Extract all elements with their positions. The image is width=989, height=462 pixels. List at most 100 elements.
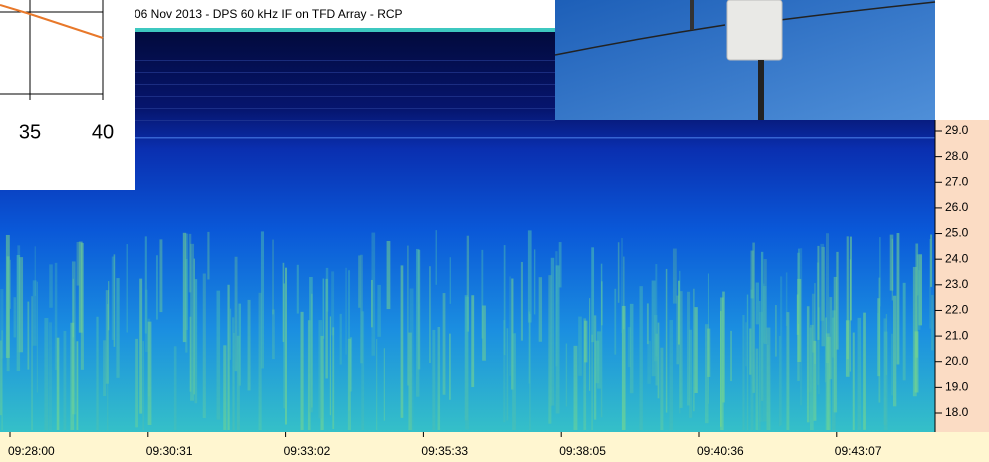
streak (654, 315, 657, 361)
streak (358, 255, 360, 307)
y-tick-label: 20.0 (945, 354, 969, 368)
streak (903, 283, 906, 381)
streak (438, 327, 441, 430)
streak (482, 305, 486, 360)
streak (112, 257, 115, 340)
streak (756, 283, 759, 325)
streak (156, 255, 158, 319)
streak (529, 314, 531, 430)
streak (890, 235, 894, 291)
streak (377, 285, 381, 337)
streak (127, 244, 128, 332)
streak (37, 282, 38, 393)
streak (578, 317, 582, 376)
streak (786, 312, 789, 430)
streak (471, 295, 474, 387)
streak (680, 291, 683, 408)
streak (346, 268, 347, 355)
carrier-line (0, 137, 935, 139)
x-tick-label: 09:43:07 (835, 444, 882, 458)
spectrogram-title: 06 Nov 2013 - DPS 60 kHz IF on TFD Array… (134, 7, 403, 21)
noise-line (130, 96, 555, 97)
streak (49, 264, 53, 307)
streak (918, 270, 920, 330)
streak (348, 339, 351, 430)
streak (509, 276, 510, 375)
streak (33, 280, 37, 345)
streak (443, 293, 446, 395)
streak (807, 306, 810, 422)
streak (216, 291, 220, 420)
streak (628, 327, 631, 367)
streak (108, 281, 109, 330)
streak (285, 268, 287, 425)
streak (148, 322, 152, 425)
streak (584, 321, 587, 363)
streak (618, 242, 620, 303)
streak (761, 252, 763, 401)
streak (566, 343, 567, 406)
streak (763, 284, 764, 343)
streak (504, 245, 506, 355)
streak (272, 309, 275, 359)
streak (539, 277, 542, 342)
inset-x-tick-label: 35 (19, 121, 41, 143)
streak (821, 247, 825, 346)
streak (521, 262, 523, 341)
y-tick-label: 21.0 (945, 328, 969, 342)
streak (432, 330, 435, 430)
x-tick-label: 09:40:36 (697, 444, 744, 458)
streak (647, 341, 651, 384)
streak (72, 261, 76, 414)
streak (639, 286, 642, 430)
streak (623, 257, 624, 330)
streak (730, 331, 732, 381)
x-tick-label: 09:28:00 (8, 444, 55, 458)
streak (507, 328, 509, 420)
streak (574, 346, 578, 430)
streak (297, 265, 299, 314)
streak (621, 238, 622, 333)
streak (779, 336, 781, 426)
streak (742, 315, 744, 430)
streak (323, 279, 325, 339)
streak (858, 318, 862, 430)
streak (190, 244, 194, 401)
streak (32, 296, 33, 430)
streak (96, 317, 98, 430)
streak (261, 231, 264, 368)
streak (673, 249, 677, 304)
noise-line (130, 72, 555, 73)
streak (233, 333, 235, 430)
streak (597, 331, 601, 388)
streak (10, 260, 11, 309)
streak (826, 233, 829, 363)
streak (850, 259, 851, 371)
streak (669, 320, 673, 430)
streak (915, 331, 919, 392)
y-tick-label: 22.0 (945, 303, 969, 317)
y-tick-label: 29.0 (945, 123, 969, 137)
noise-line (130, 120, 555, 121)
streak (834, 277, 837, 412)
streak (238, 304, 241, 386)
streak (145, 290, 148, 352)
streak (931, 295, 933, 350)
streak (756, 349, 759, 430)
streak (416, 249, 419, 397)
inset-x-tick-label: 40 (92, 121, 114, 143)
screenshot: 06 Nov 2013 - DPS 60 kHz IF on TFD Array… (0, 0, 989, 462)
streak (332, 327, 334, 429)
streak (614, 289, 616, 355)
y-tick-label: 24.0 (945, 251, 969, 265)
streak (283, 263, 285, 342)
streak (893, 296, 896, 407)
streak (135, 339, 138, 427)
streak (407, 246, 408, 386)
streak (548, 275, 551, 424)
streak (647, 303, 649, 344)
streak (410, 288, 414, 430)
streak (798, 249, 800, 324)
x-tick-label: 09:35:33 (421, 444, 468, 458)
streak (227, 285, 229, 430)
